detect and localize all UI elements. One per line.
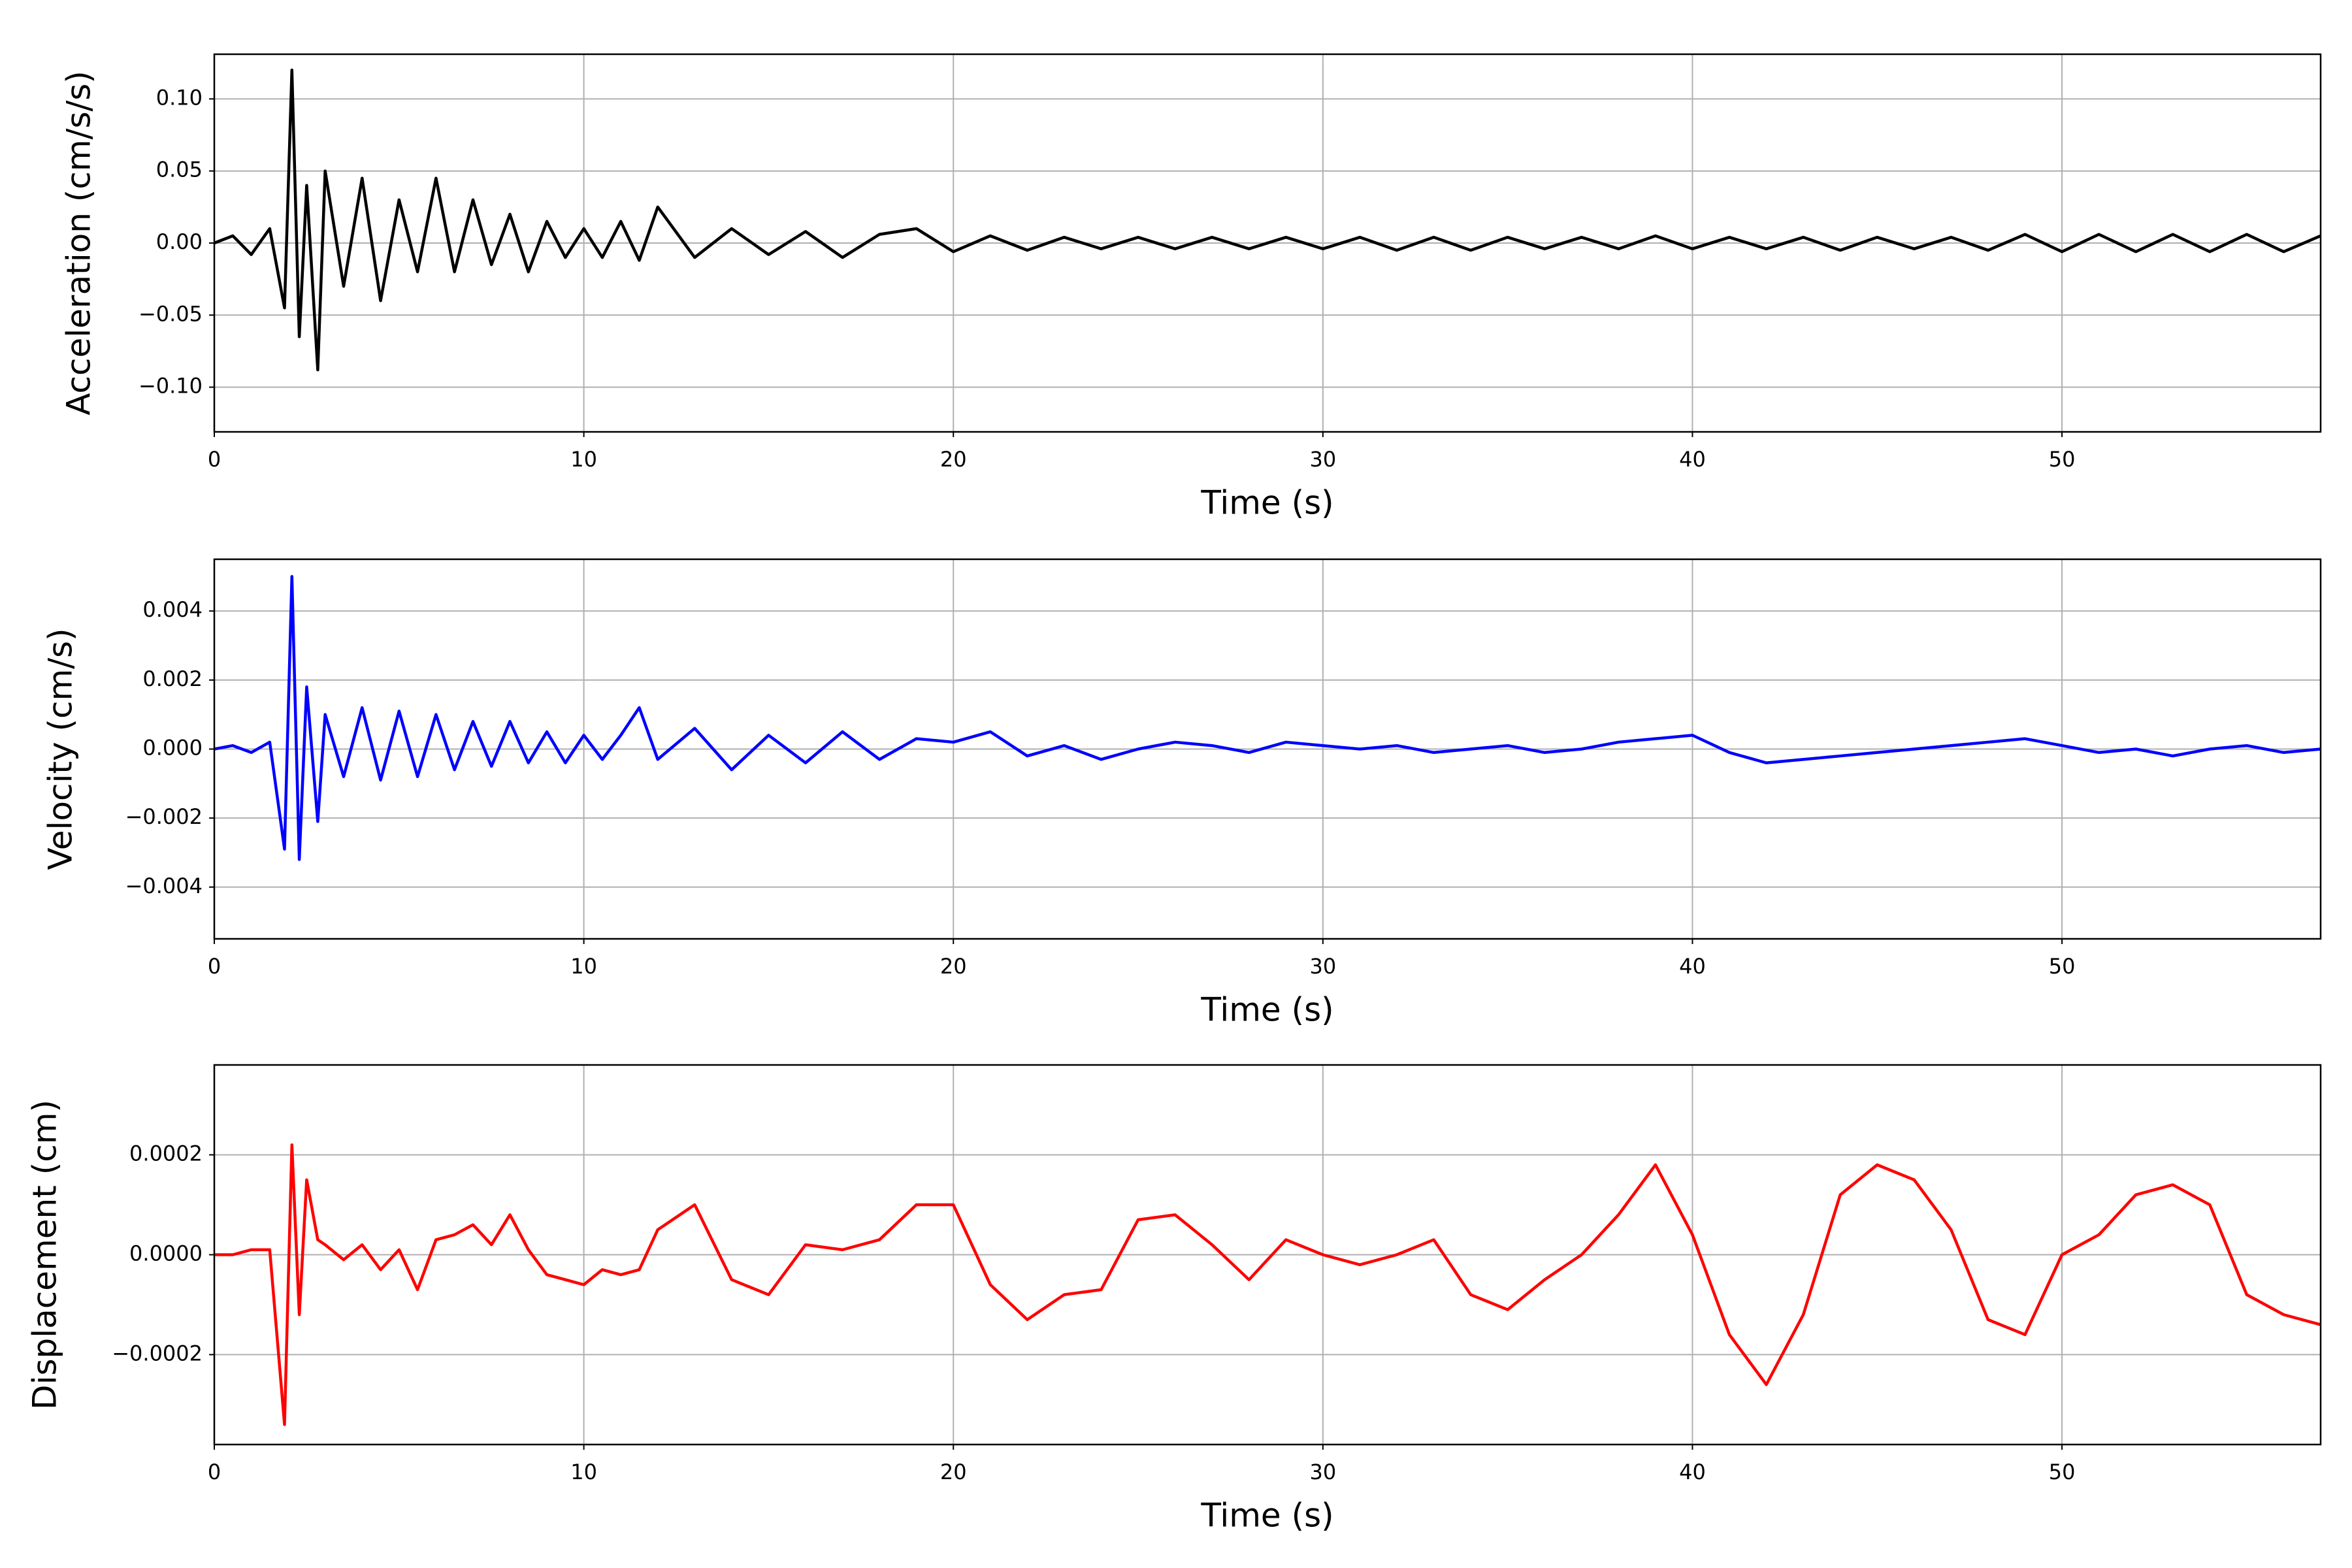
x-tick-label: 40 <box>1679 954 1706 979</box>
x-tick-label: 30 <box>1309 1460 1336 1484</box>
y-tick-label: 0.0000 <box>129 1241 203 1266</box>
y-tick-label: 0.002 <box>142 666 203 691</box>
x-axis-label: Time (s) <box>1200 991 1333 1029</box>
plot-frame <box>213 558 2322 940</box>
y-tick-label: −0.004 <box>125 874 203 898</box>
y-tick-label: 0.05 <box>156 157 203 182</box>
y-tick-label: −0.10 <box>139 374 203 399</box>
y-tick-label: −0.05 <box>139 301 203 326</box>
x-tick-label: 20 <box>940 954 967 979</box>
y-tick-label: 0.10 <box>156 85 203 110</box>
x-tick-label: 40 <box>1679 447 1706 472</box>
data-line <box>214 575 2321 861</box>
x-axis-label: Time (s) <box>1200 1497 1333 1535</box>
y-tick-label: 0.00 <box>156 229 203 254</box>
plot-frame <box>213 53 2322 433</box>
y-tick-label: −0.0002 <box>112 1341 203 1365</box>
x-tick-label: 0 <box>208 447 221 472</box>
y-axis-label: Acceleration (cm/s/s) <box>60 71 98 416</box>
y-tick-label: −0.002 <box>125 804 203 829</box>
y-axis-label: Velocity (cm/s) <box>42 628 80 870</box>
data-line <box>214 1143 2321 1426</box>
y-tick-label: 0.004 <box>142 597 203 622</box>
x-tick-label: 10 <box>570 447 597 472</box>
y-axis-label: Displacement (cm) <box>26 1100 64 1410</box>
plot-frame <box>213 1064 2322 1446</box>
x-tick-label: 10 <box>570 1460 597 1484</box>
x-tick-label: 20 <box>940 1460 967 1484</box>
x-tick-label: 0 <box>208 1460 221 1484</box>
x-tick-label: 30 <box>1309 954 1336 979</box>
x-tick-label: 50 <box>2049 447 2076 472</box>
x-tick-label: 30 <box>1309 447 1336 472</box>
y-tick-label: 0.000 <box>142 736 203 760</box>
data-line <box>214 69 2321 372</box>
x-tick-label: 0 <box>208 954 221 979</box>
x-tick-label: 50 <box>2049 1460 2076 1484</box>
x-tick-label: 40 <box>1679 1460 1706 1484</box>
x-tick-label: 50 <box>2049 954 2076 979</box>
x-tick-label: 10 <box>570 954 597 979</box>
x-tick-label: 20 <box>940 447 967 472</box>
x-axis-label: Time (s) <box>1200 484 1333 522</box>
y-tick-label: 0.0002 <box>129 1141 203 1166</box>
